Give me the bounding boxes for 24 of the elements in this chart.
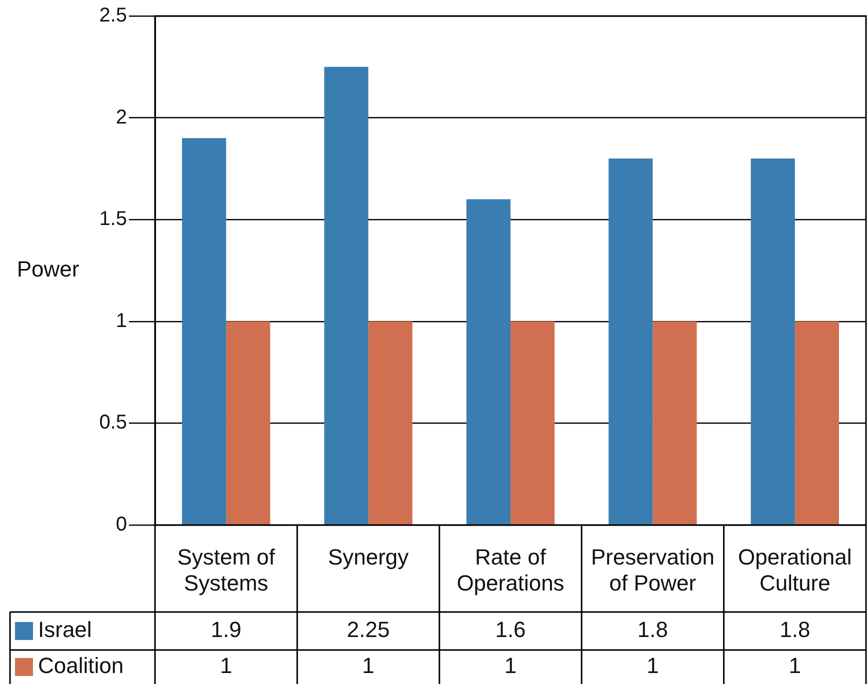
- y-tick-label: 2.5: [99, 4, 127, 27]
- data-label: 1.6: [495, 617, 526, 642]
- data-label: 1: [220, 653, 232, 678]
- y-tick-label: 1.5: [99, 208, 127, 230]
- data-label: 1: [788, 653, 802, 678]
- data-label: 1: [646, 653, 659, 678]
- x-tick-label: Synergy: [328, 544, 409, 570]
- legend-label: Israel: [38, 617, 92, 642]
- data-label: 1.8: [780, 617, 810, 642]
- data-label: 1: [362, 653, 374, 678]
- data-label: 1.8: [637, 617, 668, 642]
- data-label: 2.25: [346, 617, 390, 642]
- y-tick-label: 2: [116, 106, 127, 128]
- x-tick-label: Rate of Operations: [456, 544, 564, 596]
- y-axis-title: Power: [16, 256, 80, 282]
- x-tick-label: Operational Culture: [738, 544, 852, 596]
- y-tick-label: 0.5: [99, 412, 127, 434]
- x-tick-label: Preservation of Power: [590, 544, 714, 596]
- data-label: 1.9: [210, 617, 242, 642]
- y-tick-label: 0: [116, 514, 127, 536]
- data-label: 1: [504, 653, 517, 678]
- y-tick-label: 1: [116, 310, 127, 332]
- legend-label: Coalition: [38, 653, 124, 678]
- x-tick-label: System of Systems: [177, 544, 276, 596]
